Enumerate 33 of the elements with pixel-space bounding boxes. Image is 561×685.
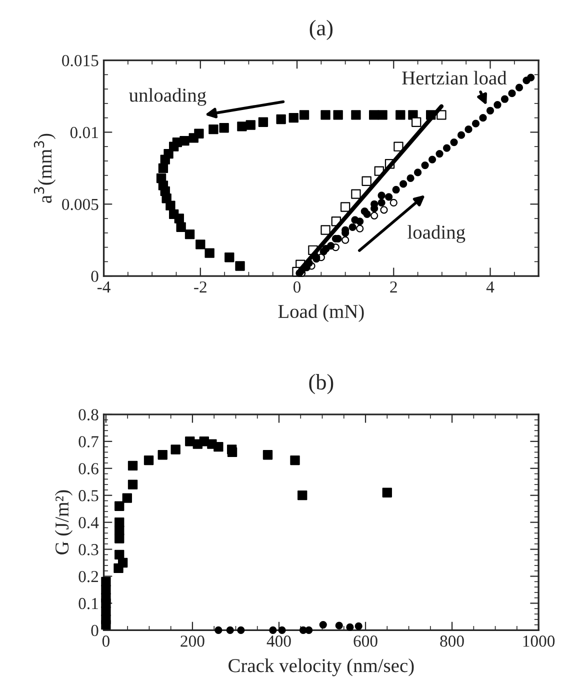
chart-title: (b) <box>309 374 334 394</box>
y-tick-label: 0 <box>91 624 98 636</box>
y-tick-label: 0 <box>91 270 98 282</box>
y-tick-label: 0.6 <box>78 463 98 474</box>
y-tick-label: 0.1 <box>78 598 98 610</box>
y-tick-label: 0.2 <box>78 570 98 582</box>
x-tick-label: 800 <box>440 636 464 647</box>
y-tick-label: 0.7 <box>78 436 98 448</box>
y-tick-label: 0.01 <box>70 126 98 138</box>
x-tick-label: 200 <box>180 636 204 647</box>
x-tick-label: 4 <box>486 282 494 292</box>
y-axis-title: G (J/m²) <box>54 490 73 554</box>
y-tick-label: 0.5 <box>78 490 98 502</box>
x-tick-label: 400 <box>266 636 291 647</box>
x-tick-label: 0 <box>293 281 301 293</box>
x-tick-label: -4 <box>97 282 110 292</box>
chart-title: (a) <box>310 20 333 40</box>
y-tick-label: 0.4 <box>78 517 99 528</box>
x-tick-label: 1000 <box>523 636 555 647</box>
y-axis-title: a$^{3}$(mm$^{3}$) <box>34 134 56 203</box>
x-tick-label: -2 <box>194 281 206 292</box>
x-tick-label: 0 <box>102 636 110 647</box>
x-tick-label: 2 <box>390 281 397 292</box>
annotation: Hertzian load <box>402 70 507 85</box>
annotation: loading <box>408 225 466 243</box>
x-tick-label: 600 <box>354 636 378 647</box>
y-tick-label: 0.005 <box>62 198 98 210</box>
x-axis-title: Crack velocity (nm/sec) <box>228 658 414 676</box>
y-tick-label: 0.8 <box>78 409 98 420</box>
x-axis-title: Load (mN) <box>278 304 364 322</box>
y-tick-label: 0.015 <box>62 54 98 66</box>
y-tick-label: 0.3 <box>78 544 98 556</box>
annotation: unloading <box>129 88 206 106</box>
